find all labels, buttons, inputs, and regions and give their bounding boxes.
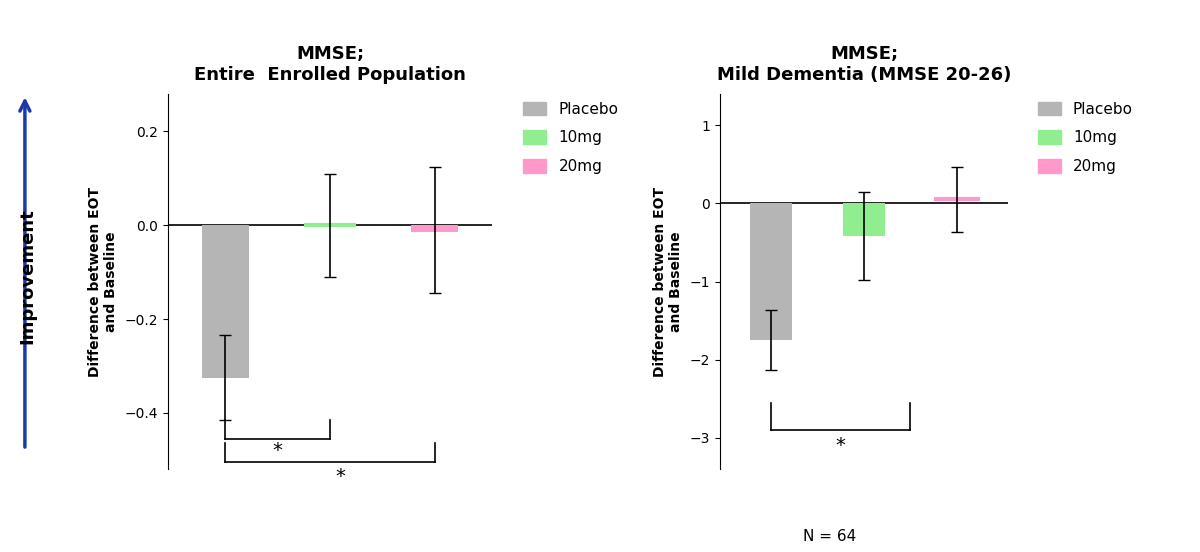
Text: *: * bbox=[836, 436, 846, 455]
Y-axis label: Difference between EOT
and Baseline: Difference between EOT and Baseline bbox=[653, 187, 683, 376]
Title: MMSE;
Entire  Enrolled Population: MMSE; Entire Enrolled Population bbox=[194, 45, 466, 84]
Y-axis label: Difference between EOT
and Baseline: Difference between EOT and Baseline bbox=[88, 187, 118, 376]
Legend: Placebo, 10mg, 20mg: Placebo, 10mg, 20mg bbox=[516, 94, 626, 182]
Bar bbox=[412, 225, 458, 232]
Bar bbox=[750, 203, 792, 340]
Bar bbox=[844, 203, 884, 236]
Bar bbox=[202, 225, 250, 378]
Legend: Placebo, 10mg, 20mg: Placebo, 10mg, 20mg bbox=[1030, 94, 1140, 182]
Text: *: * bbox=[272, 441, 283, 460]
Text: Improvement: Improvement bbox=[18, 208, 36, 344]
Title: MMSE;
Mild Dementia (MMSE 20-26): MMSE; Mild Dementia (MMSE 20-26) bbox=[716, 45, 1012, 84]
Text: *: * bbox=[336, 467, 346, 486]
Text: N = 64: N = 64 bbox=[803, 529, 856, 544]
